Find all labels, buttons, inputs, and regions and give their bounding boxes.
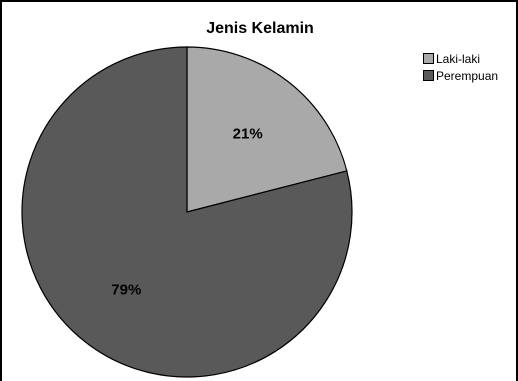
legend-label: Laki-laki — [436, 51, 481, 66]
frame-border-top — [2, 0, 518, 2]
legend-swatch — [423, 53, 434, 64]
frame-border-left — [0, 0, 2, 381]
pie-slice-labels: 21% 79% — [111, 125, 262, 298]
chart-title: Jenis Kelamin — [206, 20, 314, 37]
slice-label-laki-laki: 21% — [233, 125, 263, 142]
chart-legend: Laki-laki Perempuan — [423, 50, 498, 84]
legend-item-perempuan: Perempuan — [423, 67, 498, 84]
legend-label: Perempuan — [436, 68, 499, 83]
slice-label-perempuan: 79% — [111, 282, 141, 299]
legend-swatch — [423, 70, 434, 81]
pie-slices — [21, 46, 353, 378]
legend-item-laki-laki: Laki-laki — [423, 50, 498, 67]
frame-border-right — [516, 0, 518, 381]
pie-slice-laki-laki — [186, 46, 348, 213]
pie-slice-perempuan — [21, 46, 353, 378]
